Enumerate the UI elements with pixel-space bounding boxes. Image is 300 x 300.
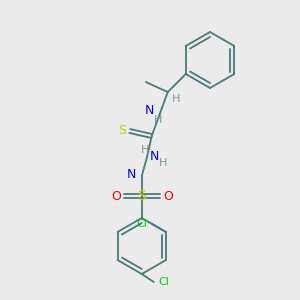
Text: H: H [172,94,180,104]
Text: O: O [111,190,121,202]
Text: N: N [150,149,159,163]
Text: N: N [127,167,136,181]
Text: Cl: Cl [158,277,169,287]
Text: Cl: Cl [136,219,147,229]
Text: S: S [137,189,146,203]
Text: N: N [145,104,154,118]
Text: O: O [163,190,173,202]
Text: H: H [141,145,149,155]
Text: H: H [159,158,167,168]
Text: S: S [118,124,126,137]
Text: H: H [154,115,162,125]
